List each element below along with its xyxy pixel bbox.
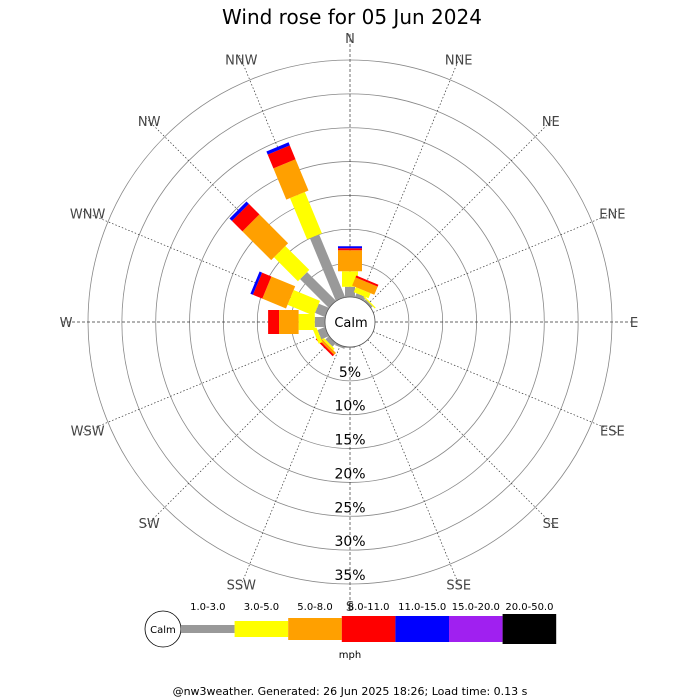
petal-nnw-bin-2 bbox=[273, 159, 309, 200]
legend-label-0: 1.0-3.0 bbox=[190, 602, 225, 613]
legend-swatch-5 bbox=[449, 616, 503, 642]
direction-label-sw: SW bbox=[139, 517, 160, 532]
legend-label-4: 11.0-15.0 bbox=[398, 602, 446, 613]
petal-nw-bin-4 bbox=[229, 201, 249, 221]
calm-circle: Calm bbox=[324, 296, 376, 348]
petal-nne-bin-3 bbox=[355, 275, 379, 287]
direction-label-sse: SSE bbox=[446, 578, 471, 593]
direction-label-s: S bbox=[346, 600, 354, 615]
petal-nw-bin-3 bbox=[231, 203, 260, 232]
petal-w-bin-0 bbox=[314, 317, 325, 327]
petal-nw-bin-1 bbox=[274, 246, 310, 282]
direction-label-ene: ENE bbox=[599, 207, 625, 222]
direction-label-se: SE bbox=[543, 517, 559, 532]
legend-label-6: 20.0-50.0 bbox=[505, 602, 553, 613]
direction-labels: N NNE NE ENE E ESE SE SSE S SSW SW WSW W WNW NW NNW bbox=[60, 32, 639, 615]
petal-wnw-bin-3 bbox=[252, 272, 272, 299]
petal-n-bin-2 bbox=[338, 250, 362, 272]
legend-label-1: 3.0-5.0 bbox=[244, 602, 279, 613]
petal-w-bin-3 bbox=[268, 310, 279, 334]
direction-label-ssw: SSW bbox=[227, 578, 257, 593]
spoke-wsw bbox=[81, 331, 328, 434]
legend-label-3: 8.0-11.0 bbox=[348, 602, 390, 613]
legend-label-2: 5.0-8.0 bbox=[297, 602, 332, 613]
petal-nnw-bin-0 bbox=[309, 234, 346, 301]
petal-wnw-bin-2 bbox=[262, 276, 296, 309]
legend-label-5: 15.0-20.0 bbox=[452, 602, 500, 613]
legend: Calm 1.0-3.0 3.0-5.0 5.0-8.0 8.0-11.0 11.0-15… bbox=[144, 602, 557, 648]
petal-sw-bin-0 bbox=[325, 336, 336, 347]
petal-wnw-bin-1 bbox=[287, 290, 320, 316]
petal-nw-bin-0 bbox=[300, 272, 336, 308]
footer-text: @nw3weather. Generated: 26 Jun 2025 18:2… bbox=[173, 685, 528, 698]
petal-sw-bin-1 bbox=[321, 337, 335, 351]
legend-swatch-1 bbox=[234, 621, 289, 637]
ring-label-10: 10% bbox=[334, 399, 365, 415]
spoke-se bbox=[367, 339, 556, 528]
spoke-sw bbox=[144, 339, 333, 528]
petal-n-bin-4 bbox=[338, 246, 362, 249]
legend-swatch-0 bbox=[181, 625, 235, 633]
direction-label-nnw: NNW bbox=[225, 54, 257, 69]
ring-30 bbox=[121, 93, 579, 551]
petal-nw-bin-2 bbox=[242, 214, 289, 261]
petal-ssw-bin-0 bbox=[335, 343, 346, 349]
legend-swatch-2 bbox=[288, 618, 342, 640]
ring-labels: 5% 10% 15% 20% 25% 30% 35% bbox=[334, 365, 365, 584]
petal-ne-bin-0 bbox=[364, 299, 373, 308]
petal-w-bin-2 bbox=[279, 310, 299, 334]
petal-wsw-bin-1 bbox=[312, 327, 323, 344]
wind-petals bbox=[229, 142, 379, 357]
spoke-wnw bbox=[81, 210, 328, 313]
petal-nne-bin-0 bbox=[354, 293, 366, 301]
calm-circle-shape bbox=[324, 296, 376, 348]
direction-label-wsw: WSW bbox=[71, 425, 105, 440]
spoke-nw bbox=[144, 116, 333, 305]
petal-nnw-bin-1 bbox=[290, 192, 322, 240]
calm-label: Calm bbox=[334, 316, 367, 331]
legend-swatch-4 bbox=[395, 616, 449, 642]
ring-25 bbox=[155, 127, 545, 517]
ring-label-5: 5% bbox=[339, 365, 361, 381]
spoke-ese bbox=[372, 331, 619, 434]
direction-label-wnw: WNW bbox=[70, 207, 106, 222]
petal-n-bin-0 bbox=[345, 286, 355, 297]
spoke-ne bbox=[367, 116, 556, 305]
petal-ne-bin-1 bbox=[363, 296, 376, 309]
ring-label-25: 25% bbox=[334, 500, 365, 516]
chart-title: Wind rose for 05 Jun 2024 bbox=[222, 5, 482, 29]
spoke-nne bbox=[359, 53, 462, 300]
spoke-ene bbox=[372, 210, 619, 313]
legend-calm-label: Calm bbox=[150, 625, 176, 636]
direction-label-nne: NNE bbox=[445, 54, 473, 69]
petal-wnw-bin-0 bbox=[315, 303, 329, 318]
spoke-ssw bbox=[238, 344, 341, 591]
ring-label-35: 35% bbox=[334, 568, 365, 584]
petal-nnw-bin-3 bbox=[267, 145, 296, 169]
spoke-sse bbox=[359, 344, 462, 591]
direction-spokes bbox=[60, 32, 640, 612]
petal-nne-bin-1 bbox=[353, 287, 371, 299]
direction-label-ese: ESE bbox=[600, 425, 625, 440]
direction-label-w: W bbox=[60, 316, 73, 331]
petal-nnw-bin-4 bbox=[266, 142, 290, 155]
legend-swatch-3 bbox=[341, 616, 396, 642]
ring-label-30: 30% bbox=[334, 534, 365, 550]
legend-unit: mph bbox=[339, 650, 361, 661]
petal-w-bin-1 bbox=[298, 314, 315, 330]
legend-swatch-6 bbox=[502, 614, 557, 644]
petal-n-bin-3 bbox=[338, 248, 362, 251]
direction-label-ne: NE bbox=[542, 115, 560, 130]
petal-wnw-bin-4 bbox=[250, 271, 263, 295]
direction-label-e: E bbox=[630, 316, 638, 331]
ring-label-20: 20% bbox=[334, 466, 365, 482]
direction-label-nw: NW bbox=[138, 115, 161, 130]
spoke-nnw bbox=[238, 53, 341, 300]
direction-label-n: N bbox=[345, 32, 355, 47]
petal-nne-bin-2 bbox=[352, 277, 378, 295]
ring-label-15: 15% bbox=[334, 433, 365, 449]
